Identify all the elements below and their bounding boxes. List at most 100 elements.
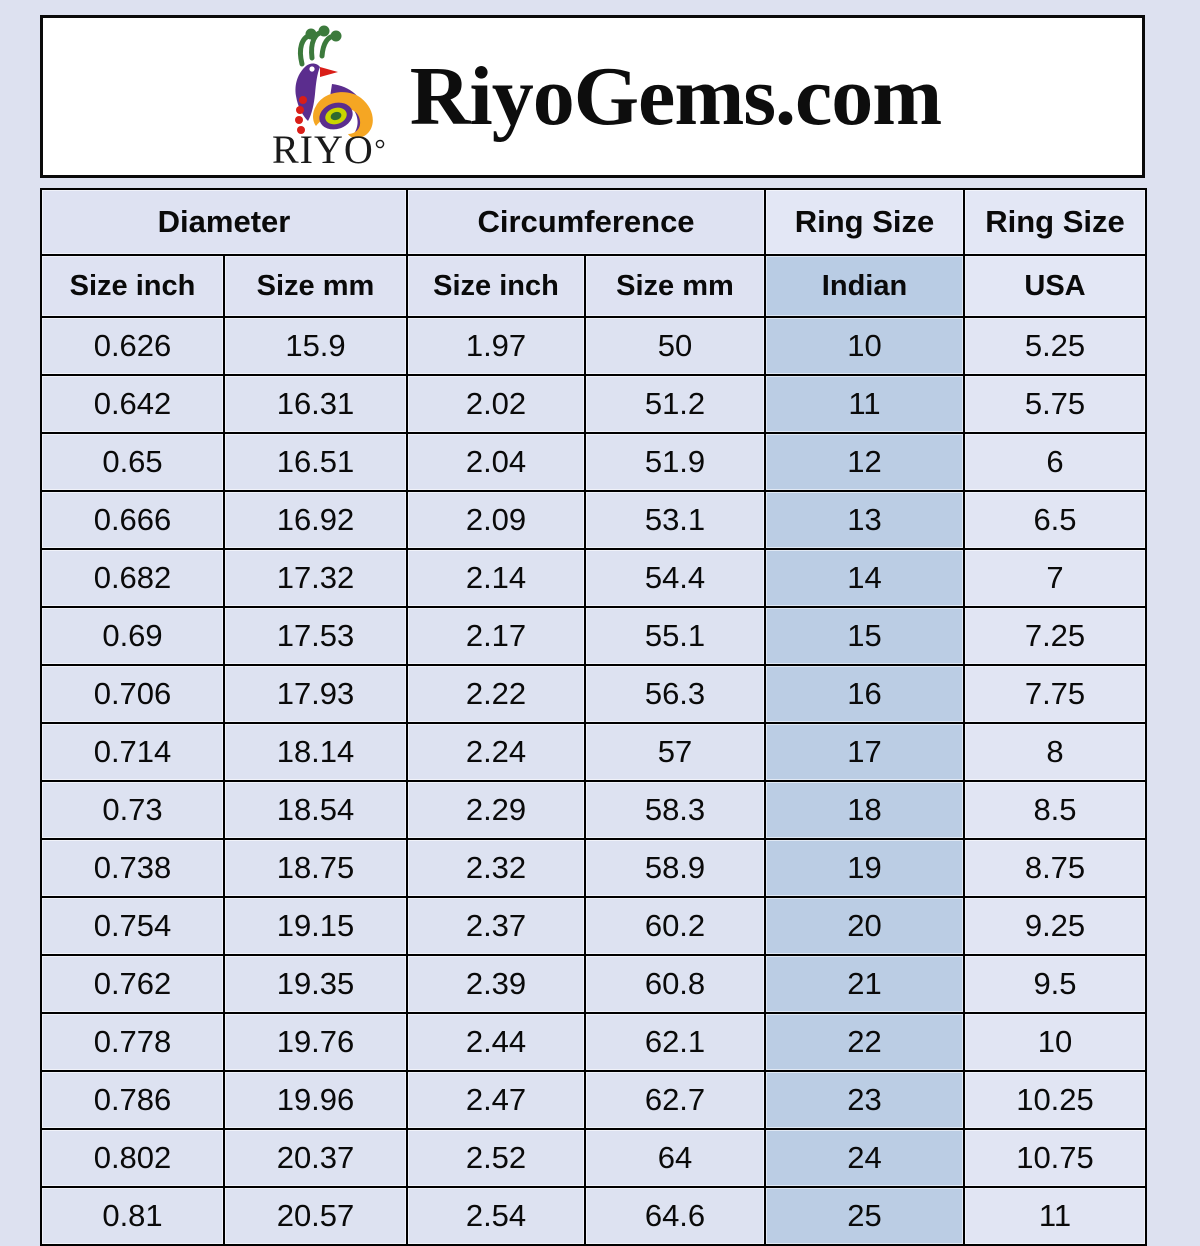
table-cell: 5.25 (963, 316, 1147, 376)
table-cell: 7.75 (963, 664, 1147, 724)
table-cell: 16.92 (223, 490, 408, 550)
table-cell: 16.31 (223, 374, 408, 434)
peacock-logo-icon: RIYO (272, 25, 385, 172)
table-sub-header-row: Size inch Size mm Size inch Size mm Indi… (40, 254, 1147, 318)
table-cell: 2.02 (406, 374, 586, 434)
table-cell: 19.76 (223, 1012, 408, 1072)
table-cell: 16.51 (223, 432, 408, 492)
table-cell: 55.1 (584, 606, 766, 666)
table-cell: 18.75 (223, 838, 408, 898)
table-row: 0.666 16.92 2.09 53.1 13 6.5 (40, 490, 1147, 550)
table-cell: 8.5 (963, 780, 1147, 840)
table-cell: 0.73 (40, 780, 225, 840)
table-cell: 2.14 (406, 548, 586, 608)
table-cell: 2.44 (406, 1012, 586, 1072)
table-cell: 2.52 (406, 1128, 586, 1188)
table-row: 0.73 18.54 2.29 58.3 18 8.5 (40, 780, 1147, 840)
table-cell: 62.1 (584, 1012, 766, 1072)
table-cell: 50 (584, 316, 766, 376)
table-cell: 19.15 (223, 896, 408, 956)
table-cell: 11 (963, 1186, 1147, 1246)
table-row: 0.682 17.32 2.14 54.4 14 7 (40, 548, 1147, 608)
table-cell: 19.96 (223, 1070, 408, 1130)
group-header-ring-size-indian: Ring Size (764, 188, 965, 256)
table-cell: 2.04 (406, 432, 586, 492)
table-cell: 0.762 (40, 954, 225, 1014)
brand-header: RIYO RiyoGems.com (40, 15, 1145, 178)
sub-header-diameter-mm: Size mm (223, 254, 408, 318)
table-cell: 10.75 (963, 1128, 1147, 1188)
table-cell: 0.802 (40, 1128, 225, 1188)
table-cell: 9.5 (963, 954, 1147, 1014)
table-row: 0.802 20.37 2.52 64 24 10.75 (40, 1128, 1147, 1188)
table-cell: 21 (764, 954, 965, 1014)
sub-header-circumference-mm: Size mm (584, 254, 766, 318)
table-cell: 57 (584, 722, 766, 782)
table-cell: 2.24 (406, 722, 586, 782)
table-cell: 10 (764, 316, 965, 376)
table-row: 0.706 17.93 2.22 56.3 16 7.75 (40, 664, 1147, 724)
table-cell: 53.1 (584, 490, 766, 550)
table-cell: 18 (764, 780, 965, 840)
table-cell: 24 (764, 1128, 965, 1188)
table-row: 0.778 19.76 2.44 62.1 22 10 (40, 1012, 1147, 1072)
table-cell: 0.682 (40, 548, 225, 608)
size-chart-container: Diameter Circumference Ring Size Ring Si… (40, 188, 1147, 1246)
table-row: 0.642 16.31 2.02 51.2 11 5.75 (40, 374, 1147, 434)
sub-header-indian: Indian (764, 254, 965, 318)
table-cell: 0.81 (40, 1186, 225, 1246)
table-cell: 8 (963, 722, 1147, 782)
table-cell: 0.642 (40, 374, 225, 434)
table-cell: 0.778 (40, 1012, 225, 1072)
table-cell: 10 (963, 1012, 1147, 1072)
table-cell: 51.9 (584, 432, 766, 492)
table-cell: 5.75 (963, 374, 1147, 434)
table-cell: 2.29 (406, 780, 586, 840)
table-cell: 2.22 (406, 664, 586, 724)
table-cell: 2.47 (406, 1070, 586, 1130)
table-cell: 20.37 (223, 1128, 408, 1188)
table-cell: 11 (764, 374, 965, 434)
table-cell: 2.17 (406, 606, 586, 666)
table-cell: 0.738 (40, 838, 225, 898)
sub-header-diameter-inch: Size inch (40, 254, 225, 318)
table-cell: 13 (764, 490, 965, 550)
table-row: 0.81 20.57 2.54 64.6 25 11 (40, 1186, 1147, 1246)
table-cell: 17.93 (223, 664, 408, 724)
table-cell: 18.54 (223, 780, 408, 840)
table-row: 0.714 18.14 2.24 57 17 8 (40, 722, 1147, 782)
table-cell: 60.2 (584, 896, 766, 956)
table-cell: 0.626 (40, 316, 225, 376)
group-header-diameter: Diameter (40, 188, 408, 256)
table-cell: 60.8 (584, 954, 766, 1014)
table-cell: 2.39 (406, 954, 586, 1014)
table-cell: 58.9 (584, 838, 766, 898)
table-cell: 17 (764, 722, 965, 782)
brand-title: RiyoGems.com (409, 49, 943, 143)
sub-header-circumference-inch: Size inch (406, 254, 586, 318)
table-cell: 64.6 (584, 1186, 766, 1246)
table-cell: 0.786 (40, 1070, 225, 1130)
table-cell: 14 (764, 548, 965, 608)
table-group-header-row: Diameter Circumference Ring Size Ring Si… (40, 188, 1147, 256)
table-row: 0.754 19.15 2.37 60.2 20 9.25 (40, 896, 1147, 956)
table-cell: 62.7 (584, 1070, 766, 1130)
table-cell: 7.25 (963, 606, 1147, 666)
table-cell: 56.3 (584, 664, 766, 724)
ring-size-table: Diameter Circumference Ring Size Ring Si… (40, 188, 1147, 1246)
table-cell: 19.35 (223, 954, 408, 1014)
table-cell: 20.57 (223, 1186, 408, 1246)
ring-size-chart-page: RIYO RiyoGems.com Diameter Circumference… (40, 15, 1147, 1246)
table-cell: 23 (764, 1070, 965, 1130)
table-cell: 15 (764, 606, 965, 666)
table-cell: 2.09 (406, 490, 586, 550)
table-row: 0.762 19.35 2.39 60.8 21 9.5 (40, 954, 1147, 1014)
table-cell: 18.14 (223, 722, 408, 782)
table-cell: 2.54 (406, 1186, 586, 1246)
brand-inner: RIYO RiyoGems.com (254, 22, 942, 172)
table-cell: 16 (764, 664, 965, 724)
table-cell: 9.25 (963, 896, 1147, 956)
table-cell: 1.97 (406, 316, 586, 376)
table-row: 0.786 19.96 2.47 62.7 23 10.25 (40, 1070, 1147, 1130)
group-header-ring-size-usa: Ring Size (963, 188, 1147, 256)
